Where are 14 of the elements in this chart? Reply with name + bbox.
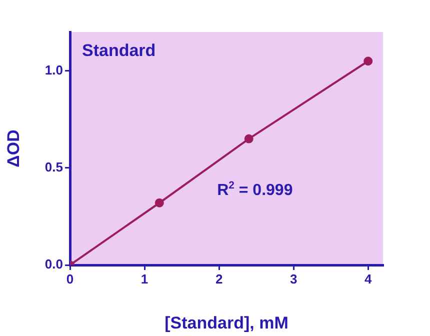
y-tick-label: 0.5 — [44, 159, 63, 174]
x-tick-label: 2 — [215, 271, 223, 286]
point — [154, 198, 164, 208]
x-tick-label: 4 — [364, 271, 372, 286]
point — [364, 56, 373, 66]
x-tick-label: 1 — [140, 271, 148, 286]
point — [244, 134, 254, 144]
x-tick-label: 0 — [66, 271, 74, 286]
x-axis-title: [Standard], mM — [164, 313, 288, 332]
x-tick-label: 3 — [290, 271, 298, 286]
y-tick-label: 1.0 — [44, 62, 63, 78]
text: Standard — [82, 41, 156, 60]
y-axis-title: ΔOD — [4, 130, 23, 168]
y-tick-label: 0.0 — [44, 256, 63, 272]
